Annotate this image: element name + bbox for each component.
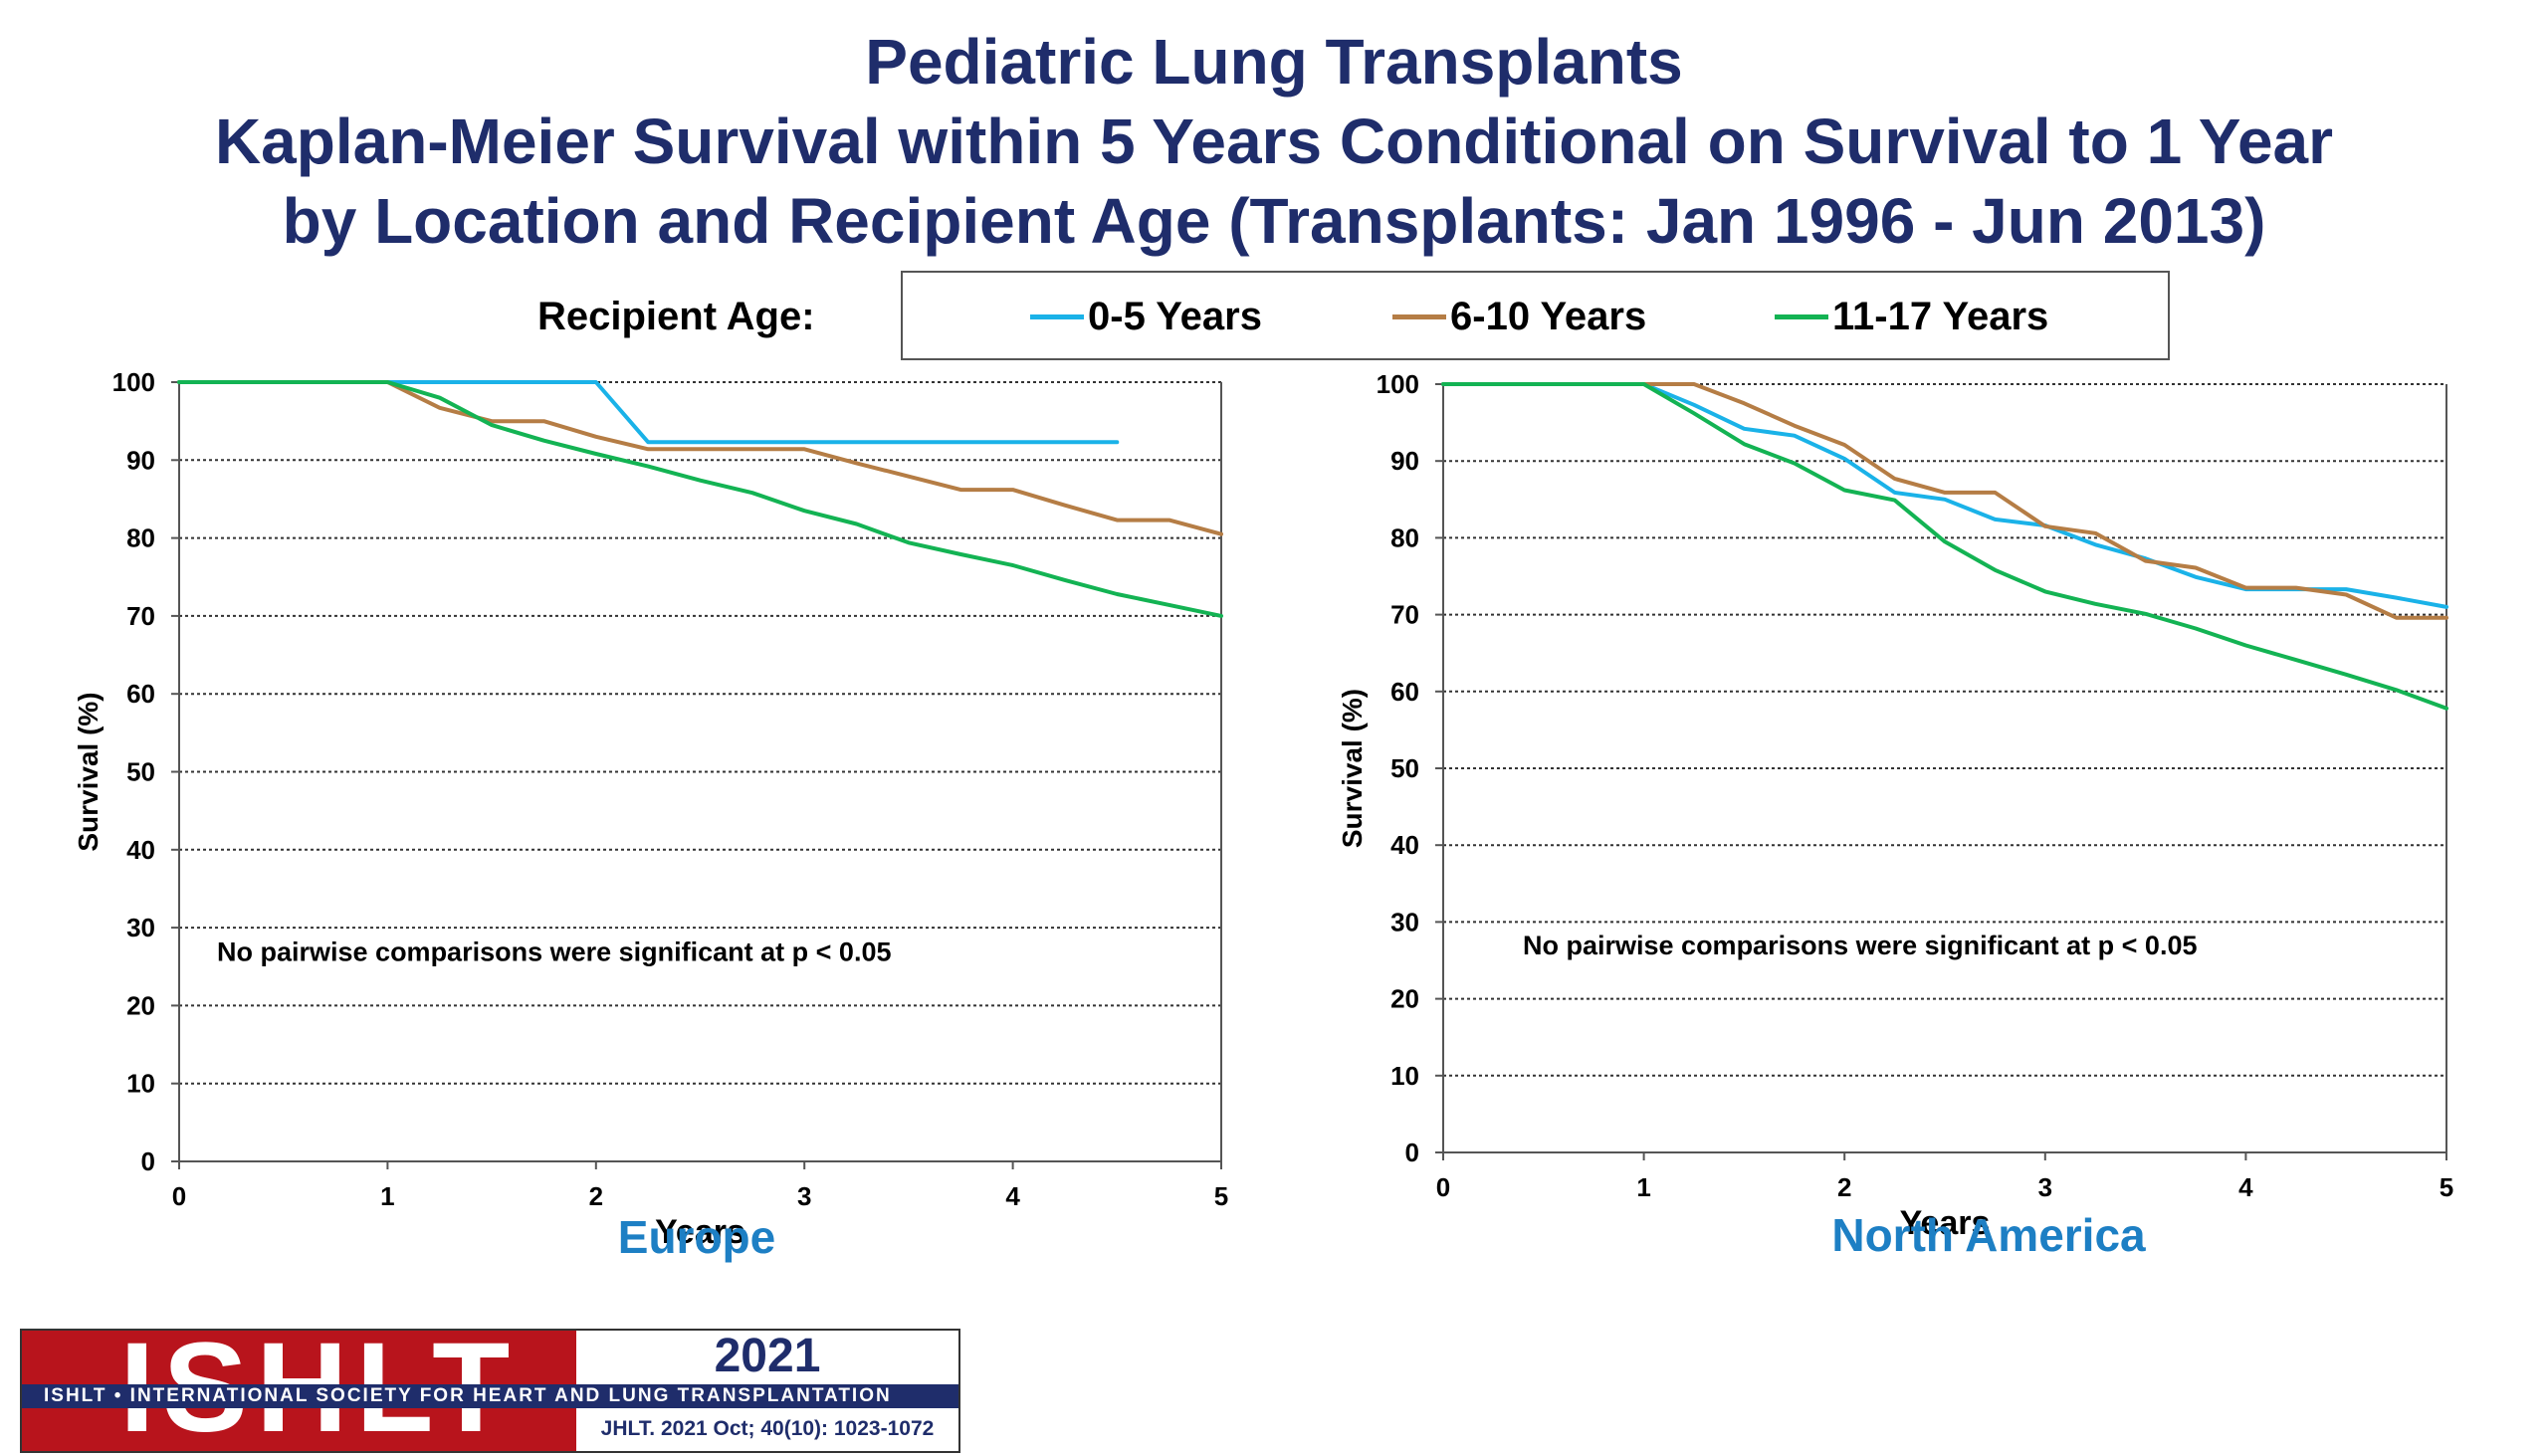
- chart-0-y-tick-label: 10: [126, 1069, 155, 1099]
- chart-1-y-tick-label: 10: [1390, 1061, 1419, 1091]
- chart-1-y-tick-label: 60: [1390, 677, 1419, 707]
- chart-1-y-tick-label: 30: [1390, 907, 1419, 936]
- chart-1-y-tick-label: 40: [1390, 830, 1419, 860]
- chart-0-annotation: No pairwise comparisons were significant…: [217, 936, 891, 966]
- legend-label: Recipient Age:: [537, 295, 815, 338]
- chart-1-y-tick-label: 50: [1390, 753, 1419, 783]
- chart-1-y-tick-label: 80: [1390, 522, 1419, 552]
- chart-1-y-tick-label: 90: [1390, 446, 1419, 476]
- chart-0-x-tick-label: 0: [172, 1181, 186, 1211]
- chart-0-x-tick-label: 5: [1214, 1181, 1228, 1211]
- logo-citation: JHLT. 2021 Oct; 40(10): 1023-1072: [600, 1417, 935, 1440]
- title-line-3: by Location and Recipient Age (Transplan…: [282, 185, 2266, 257]
- legend-item-6-10-years: 6-10 Years: [1392, 295, 1646, 338]
- chart-1-x-axis-title: Years: [1900, 1204, 1991, 1242]
- title-line-2: Kaplan-Meier Survival within 5 Years Con…: [214, 105, 2334, 177]
- slide-title: Pediatric Lung Transplants Kaplan-Meier …: [0, 22, 2548, 261]
- chart-0-x-tick-label: 4: [1005, 1181, 1020, 1211]
- chart-0-x-tick-label: 3: [797, 1181, 811, 1211]
- legend-item-0-5-years: 0-5 Years: [1030, 295, 1262, 338]
- legend-swatch-11-17-years: [1775, 313, 1828, 319]
- chart-1-series-11-17-years: [1441, 382, 2448, 711]
- logo-year: 2021: [714, 1330, 821, 1382]
- chart-0-series-11-17-years: [177, 380, 1223, 618]
- chart-1-y-axis-title: Survival (%): [1337, 689, 1368, 848]
- chart-1-x-tick-label: 2: [1837, 1172, 1851, 1202]
- chart-1-series-6-10-years: [1441, 382, 2448, 620]
- chart-1-y-tick-label: 100: [1377, 369, 1419, 399]
- chart-1-x-tick-label: 5: [2440, 1172, 2453, 1202]
- chart-0-y-tick-label: 90: [126, 445, 155, 475]
- chart-1-y-tick-label: 0: [1405, 1138, 1419, 1167]
- legend-text-11-17-years: 11-17 Years: [1832, 294, 2049, 338]
- chart-1-x-tick-label: 1: [1636, 1172, 1650, 1202]
- logo-society-name: ISHLT • INTERNATIONAL SOCIETY FOR HEART …: [22, 1384, 958, 1408]
- chart-0-x-tick-label: 2: [589, 1181, 603, 1211]
- chart-0-y-tick-label: 20: [126, 990, 155, 1020]
- chart-0-y-tick-label: 0: [141, 1146, 155, 1176]
- region-label-europe: Europe: [617, 1211, 776, 1263]
- title-line-1: Pediatric Lung Transplants: [865, 26, 1683, 98]
- legend-swatch-0-5-years: [1030, 313, 1084, 319]
- chart-1-x-tick-label: 4: [2238, 1172, 2253, 1202]
- chart-0-x-axis-title: Years: [655, 1213, 745, 1251]
- legend: 0-5 Years 6-10 Years 11-17 Years: [901, 271, 2170, 360]
- chart-0-y-tick-label: 60: [126, 679, 155, 709]
- chart-1-x-tick-label: 3: [2038, 1172, 2052, 1202]
- legend-swatch-6-10-years: [1392, 313, 1446, 319]
- chart-0-x-tick-label: 1: [380, 1181, 394, 1211]
- ishlt-logo: ISHLT ISHLT • INTERNATIONAL SOCIETY FOR …: [20, 1329, 960, 1453]
- chart-0-y-tick-label: 80: [126, 523, 155, 553]
- chart-0-y-tick-label: 30: [126, 913, 155, 942]
- legend-text-6-10-years: 6-10 Years: [1450, 294, 1647, 338]
- chart-1-x-tick-label: 0: [1436, 1172, 1450, 1202]
- legend-item-11-17-years: 11-17 Years: [1775, 295, 2048, 338]
- chart-0-y-tick-label: 40: [126, 835, 155, 865]
- chart-1-annotation: No pairwise comparisons were significant…: [1523, 931, 2197, 960]
- legend-text-0-5-years: 0-5 Years: [1088, 294, 1262, 338]
- chart-0-y-tick-label: 50: [126, 757, 155, 787]
- chart-1-y-tick-label: 20: [1390, 984, 1419, 1014]
- chart-0-y-tick-label: 70: [126, 601, 155, 631]
- chart-1-y-tick-label: 70: [1390, 600, 1419, 630]
- chart-0-y-tick-label: 100: [112, 367, 155, 397]
- region-label-north-america: North America: [1831, 1209, 2146, 1261]
- chart-0-y-axis-title: Survival (%): [73, 692, 104, 851]
